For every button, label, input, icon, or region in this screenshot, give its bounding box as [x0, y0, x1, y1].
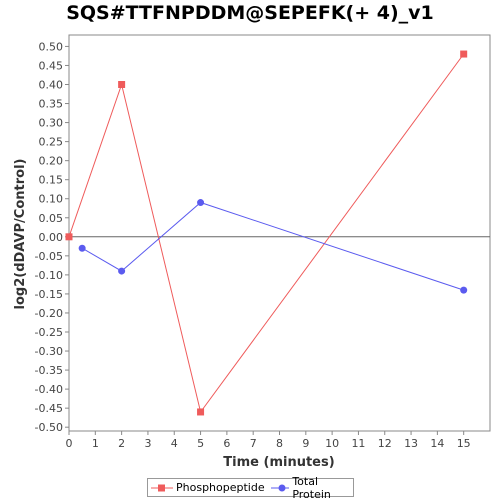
x-tick-label: 10 [325, 437, 339, 450]
data-point-total-protein [460, 286, 468, 294]
y-tick-label: 0.20 [39, 155, 64, 168]
y-tick-label: -0.25 [35, 326, 63, 339]
x-axis-title: Time (minutes) [223, 455, 334, 470]
y-tick-label: 0.05 [39, 212, 64, 225]
y-tick-label: -0.05 [35, 250, 63, 263]
y-tick-label: -0.30 [35, 345, 63, 358]
y-tick-label: -0.10 [35, 269, 63, 282]
x-tick-label: 14 [430, 437, 444, 450]
x-tick-label: 2 [118, 437, 125, 450]
data-point-phosphopeptide [197, 408, 205, 416]
legend-swatch-phosphopeptide [151, 484, 173, 491]
y-tick-label: 0.30 [39, 117, 64, 130]
y-tick-label: 0.35 [39, 98, 64, 111]
plot-area: 0.50 0.45 0.40 0.35 0.30 0.25 0.20 0.15 0.10 0.05… [35, 34, 491, 450]
data-point-phosphopeptide [118, 81, 126, 88]
y-tick-label: 0.00 [39, 231, 64, 244]
x-tick-label: 12 [378, 437, 392, 450]
y-tick-label: 0.25 [39, 136, 64, 149]
data-point-total-protein [197, 199, 205, 207]
legend-item-phosphopeptide: Phosphopeptide [151, 481, 265, 494]
y-tick-label: 0.50 [39, 40, 64, 53]
y-tick-label: -0.45 [35, 402, 63, 415]
legend: Phosphopeptide Total Protein [147, 475, 354, 501]
data-point-phosphopeptide [460, 50, 468, 58]
x-tick-label: 15 [457, 437, 471, 450]
y-tick-label: 0.10 [39, 193, 64, 206]
plot-frame [68, 34, 491, 432]
x-tick-label: 9 [302, 437, 309, 450]
legend-label-total-protein: Total Protein [292, 474, 331, 501]
y-tick-label: 0.15 [39, 174, 64, 187]
y-tick-label: -0.20 [35, 307, 63, 320]
y-tick-label: -0.40 [35, 383, 63, 396]
x-tick-label: 13 [404, 437, 418, 450]
x-tick-label: 11 [351, 437, 365, 450]
y-tick-label: 0.45 [39, 59, 64, 72]
legend-swatch-total-protein [270, 484, 290, 491]
x-tick-label: 6 [223, 437, 230, 450]
data-point-total-protein [118, 267, 126, 275]
series-line-total-protein [81, 201, 464, 291]
x-tick-label: 4 [171, 437, 178, 450]
data-point-total-protein [78, 244, 86, 252]
x-tick-label: 5 [197, 437, 204, 450]
series-line-phosphopeptide [68, 53, 465, 414]
y-tick-label: -0.50 [35, 421, 63, 434]
x-tick-label: 0 [66, 437, 73, 450]
x-tick-label: 8 [276, 437, 283, 450]
y-axis-title: log2(dDAVP/Control) [13, 159, 28, 310]
data-point-phosphopeptide [65, 233, 73, 241]
y-tick-label: -0.35 [35, 364, 63, 377]
legend-label-phosphopeptide: Phosphopeptide [176, 481, 265, 494]
y-tick-label: 0.40 [39, 79, 64, 92]
x-tick-label: 7 [250, 437, 257, 450]
chart-title: SQS#TTFNPDDM@SEPEFK(+ 4)_v1 [66, 2, 434, 24]
legend-item-total-protein: Total Protein [270, 474, 350, 501]
y-tick-label: -0.15 [35, 288, 63, 301]
x-tick-label: 1 [92, 437, 99, 450]
x-tick-label: 3 [144, 437, 151, 450]
